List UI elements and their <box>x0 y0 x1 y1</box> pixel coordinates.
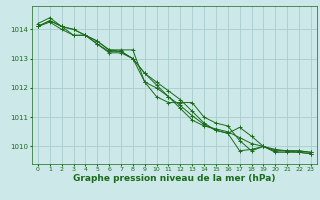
X-axis label: Graphe pression niveau de la mer (hPa): Graphe pression niveau de la mer (hPa) <box>73 174 276 183</box>
